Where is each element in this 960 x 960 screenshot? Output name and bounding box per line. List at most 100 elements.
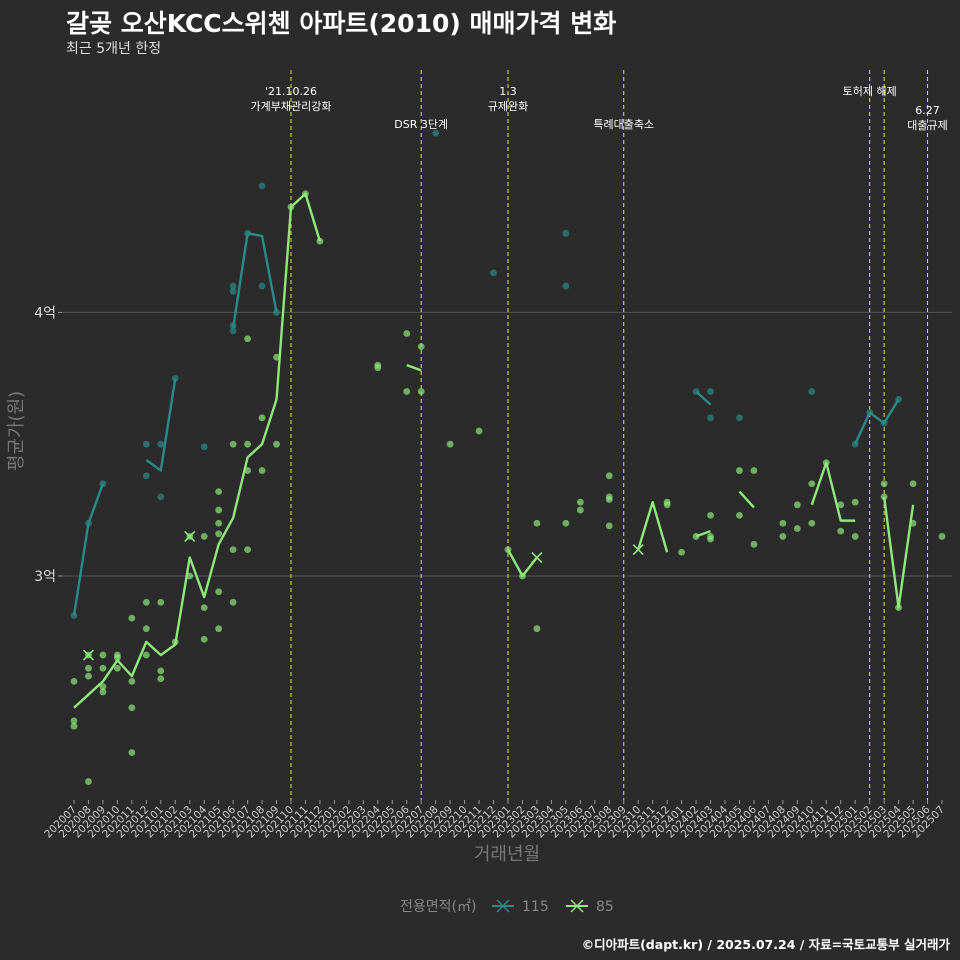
data-point — [157, 675, 165, 683]
data-point — [99, 664, 107, 672]
single-point-marker — [82, 649, 95, 661]
data-point — [229, 327, 237, 335]
data-point — [128, 614, 136, 622]
series-line — [72, 483, 105, 616]
data-point — [808, 480, 816, 488]
event-label: 규제완화 — [488, 100, 528, 113]
data-point — [678, 548, 685, 556]
data-point — [99, 688, 107, 696]
data-point — [85, 672, 92, 680]
data-point — [793, 501, 801, 509]
data-point — [605, 522, 613, 530]
data-point — [475, 427, 483, 435]
data-point — [157, 493, 165, 501]
event-label: 대출규제 — [907, 119, 947, 132]
data-point — [837, 527, 845, 535]
series-line — [637, 500, 669, 553]
event-label: 토허제 해제 — [843, 84, 897, 98]
event-label: 가계부채관리강화 — [251, 100, 332, 113]
data-point — [142, 651, 150, 659]
data-point — [707, 414, 714, 422]
data-point — [403, 388, 411, 395]
data-point — [157, 667, 165, 675]
data-point — [938, 533, 946, 540]
chart-title: 갈곶 오산KCC스위첸 아파트(2010) 매매가격 변화 — [66, 9, 617, 38]
series-line — [738, 490, 755, 509]
data-point — [880, 480, 888, 488]
data-point — [808, 519, 816, 527]
event-label: '21.10.26 — [265, 85, 317, 98]
series-line — [145, 378, 177, 472]
data-point — [793, 525, 801, 532]
y-axis-title: 평균가(원) — [6, 391, 27, 471]
event-label: DSR 3단계 — [394, 118, 448, 131]
data-point — [200, 604, 208, 611]
data-point — [99, 651, 107, 659]
data-point — [562, 282, 570, 290]
legend-item-label: 115 — [522, 899, 549, 915]
source-caption: ©디아파트(dapt.kr) / 2025.07.24 / 자료=국토교통부 실… — [581, 937, 950, 952]
data-point — [707, 511, 714, 519]
event-label: 1.3 — [499, 85, 517, 98]
data-point — [851, 533, 859, 540]
data-point — [215, 506, 223, 514]
data-point — [909, 480, 917, 488]
data-point — [200, 443, 208, 451]
data-point — [85, 664, 92, 672]
data-point — [258, 282, 266, 290]
data-point — [70, 677, 78, 685]
data-point — [880, 493, 888, 501]
data-point — [417, 388, 425, 395]
y-tick-label: 3억 — [34, 569, 56, 585]
data-point — [374, 364, 382, 372]
single-point-marker — [632, 544, 644, 556]
chart-subtitle: 최근 5개년 한정 — [66, 41, 162, 57]
data-point — [750, 540, 758, 548]
data-point — [446, 440, 454, 448]
data-point — [70, 717, 78, 725]
data-point — [128, 749, 136, 756]
data-point — [215, 588, 223, 596]
series-line — [406, 363, 422, 372]
data-point — [533, 625, 541, 633]
data-point — [779, 533, 787, 540]
data-point — [808, 388, 816, 395]
series-line — [810, 461, 856, 522]
data-point — [142, 625, 150, 633]
data-point — [562, 519, 570, 527]
data-point — [432, 129, 440, 137]
event-label: 6.27 — [915, 104, 940, 117]
legend-key-marker — [496, 899, 510, 913]
data-point — [215, 530, 223, 538]
data-point — [707, 535, 714, 543]
series-layer — [70, 129, 946, 785]
data-point — [215, 488, 223, 496]
legend: 전용면적(㎡) 115 85 — [400, 899, 614, 915]
data-point — [244, 440, 252, 448]
series-line — [695, 390, 712, 406]
data-point — [490, 269, 497, 277]
data-point — [273, 440, 280, 448]
series-line — [882, 496, 915, 609]
data-point — [707, 388, 714, 395]
series-line — [506, 549, 538, 578]
data-point — [229, 282, 237, 290]
legend-item-label: 85 — [596, 899, 614, 915]
data-point — [576, 498, 584, 506]
data-point — [779, 519, 787, 527]
data-point — [114, 664, 121, 672]
data-point — [85, 778, 92, 785]
data-point — [851, 498, 859, 506]
data-point — [128, 704, 136, 712]
event-label: 특례대출축소 — [593, 118, 654, 131]
legend-key-marker — [570, 899, 584, 913]
x-axis-title: 거래년월 — [474, 844, 540, 865]
data-point — [128, 677, 136, 685]
data-point — [258, 414, 266, 422]
data-point — [663, 501, 671, 509]
single-point-marker — [531, 551, 543, 564]
series-115 — [70, 129, 902, 619]
data-point — [229, 287, 237, 295]
data-point — [215, 519, 223, 527]
